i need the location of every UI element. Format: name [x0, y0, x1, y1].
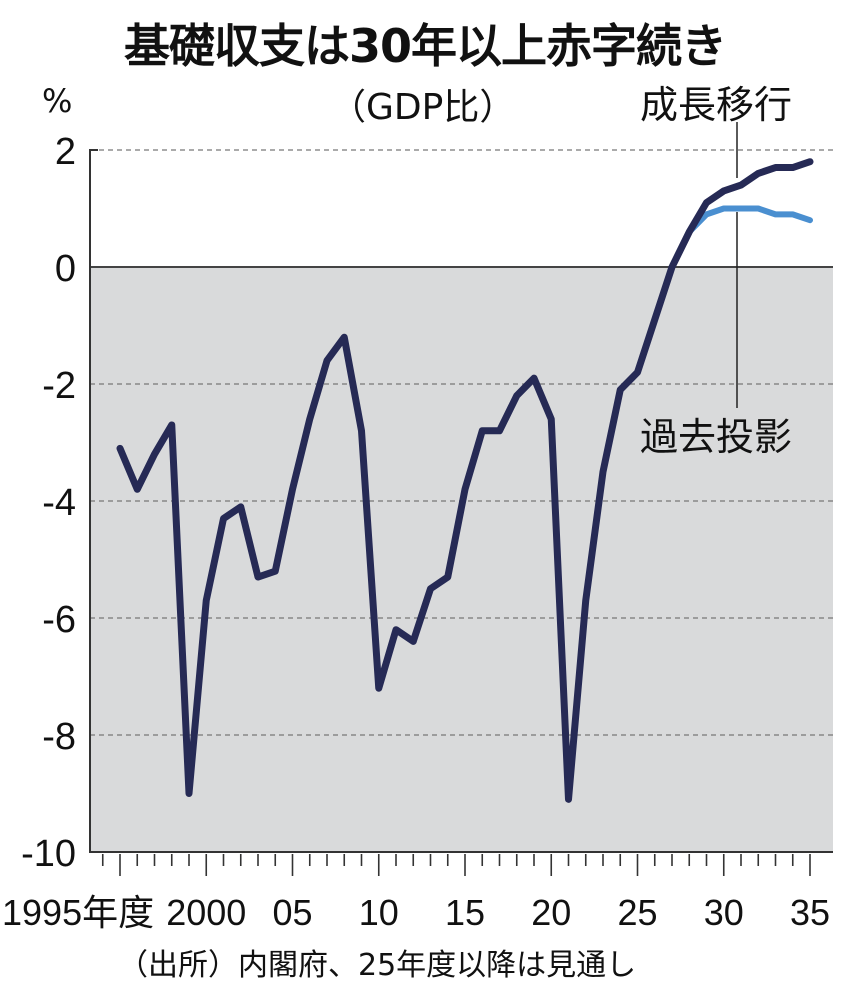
y-tick-label: -4: [42, 482, 76, 524]
x-tick-label: 05: [272, 892, 312, 933]
y-tick-label: 2: [55, 131, 76, 173]
chart-title: 基礎収支は30年以上赤字続き: [123, 19, 727, 73]
series-label-growth: 成長移行: [640, 83, 792, 127]
source-note: （出所）内閣府、25年度以降は見通し: [118, 948, 637, 983]
x-tick-label: 30: [704, 892, 744, 933]
x-tick-label: 1995年度: [2, 892, 154, 933]
y-tick-label: -6: [42, 599, 76, 641]
x-tick-label: 20: [531, 892, 571, 933]
series-label-baseline: 過去投影: [640, 415, 792, 459]
x-tick-label: 10: [359, 892, 399, 933]
chart-subtitle: （GDP比）: [330, 87, 516, 128]
y-axis-unit: %: [42, 82, 73, 120]
y-tick-label: 0: [55, 248, 76, 290]
y-tick-label: -10: [21, 833, 76, 875]
x-tick-label: 25: [617, 892, 657, 933]
series-line-baseline: [686, 205, 813, 235]
plot-frame: [89, 149, 833, 853]
x-tick-label: 2000: [166, 892, 246, 933]
x-tick-label: 15: [445, 892, 485, 933]
y-tick-label: -2: [42, 365, 76, 407]
x-tick-label: 35: [790, 892, 830, 933]
negative-region: [90, 267, 833, 852]
y-tick-label: -8: [42, 716, 76, 758]
